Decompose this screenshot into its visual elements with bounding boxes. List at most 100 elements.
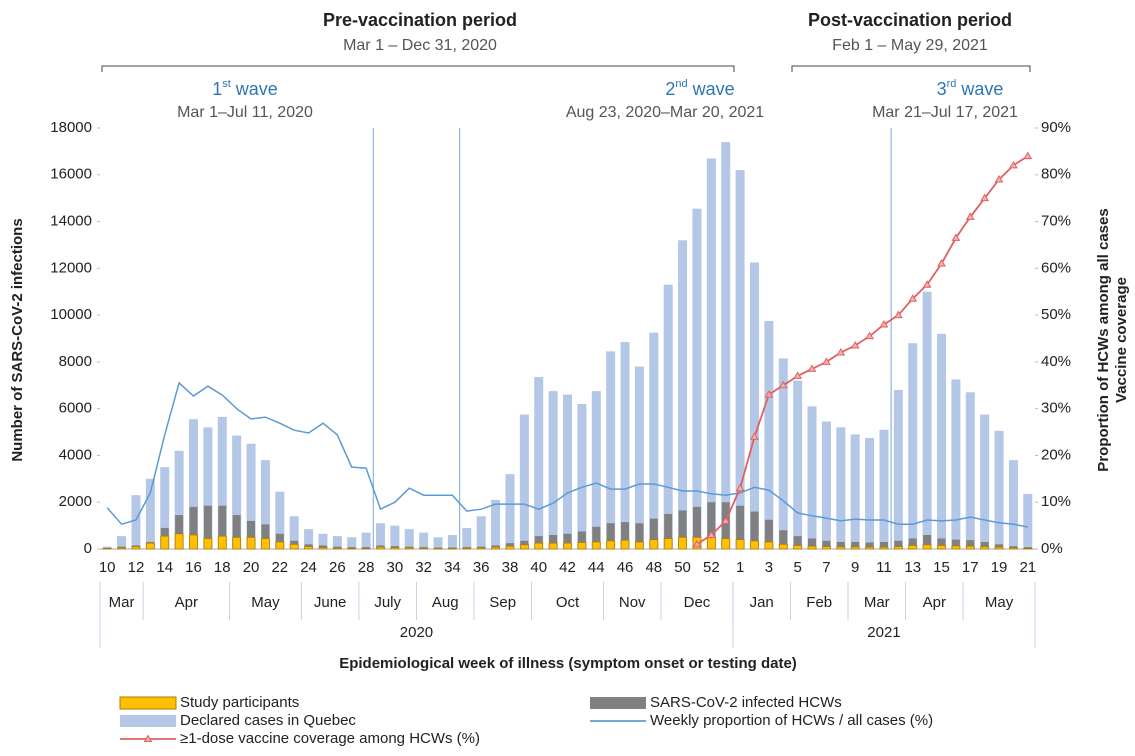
- line-marker: [951, 233, 961, 241]
- bar: [491, 499, 501, 549]
- bar: [131, 546, 141, 550]
- month-label: Feb: [806, 594, 832, 611]
- wave-dates: Aug 23, 2020–Mar 20, 2021: [566, 104, 764, 121]
- bar: [822, 546, 831, 550]
- period-dates: Feb 1 – May 29, 2021: [832, 37, 988, 54]
- line-marker: [908, 294, 918, 302]
- x-tick-label: 15: [933, 559, 950, 576]
- bar: [505, 474, 515, 549]
- x-tick-label: 14: [156, 559, 173, 576]
- x-tick-label: 24: [300, 559, 317, 576]
- line: [696, 155, 1029, 546]
- bar: [246, 536, 256, 550]
- line-marker: [1009, 160, 1018, 169]
- bar: [591, 391, 601, 549]
- legend-swatch: [120, 715, 176, 727]
- year-label: 2020: [400, 624, 433, 641]
- x-tick-label: 42: [559, 559, 576, 576]
- bar: [534, 542, 544, 550]
- bar: [937, 538, 946, 549]
- bar: [433, 537, 443, 549]
- bar: [879, 541, 888, 549]
- bar: [923, 534, 932, 549]
- wave-title: 1st wave: [212, 78, 278, 99]
- year-label: 2021: [867, 624, 900, 641]
- bar: [620, 342, 630, 549]
- legend-label: ≥1-dose vaccine coverage among HCWs (%): [180, 730, 480, 747]
- bar: [131, 495, 141, 549]
- bar: [764, 320, 774, 549]
- bar: [649, 539, 659, 550]
- x-tick-label: 36: [473, 559, 490, 576]
- wave-word: wave: [960, 79, 1003, 99]
- bar: [189, 419, 198, 549]
- bar: [851, 541, 860, 549]
- wave-ordinal: 2: [665, 79, 675, 99]
- bar: [203, 538, 213, 550]
- y2-tick-label: 30%: [1041, 400, 1071, 417]
- x-tick-label: 46: [617, 559, 634, 576]
- month-label: Nov: [619, 594, 646, 611]
- x-tick-label: 11: [876, 559, 892, 576]
- line-marker: [1023, 151, 1033, 160]
- bar: [390, 525, 400, 549]
- bar: [549, 534, 558, 549]
- bar: [304, 529, 314, 549]
- bar: [563, 542, 572, 550]
- bar: [289, 516, 299, 549]
- bar: [606, 540, 616, 550]
- bar: [634, 366, 644, 549]
- bar: [894, 540, 903, 549]
- period-dates: Mar 1 – Dec 31, 2020: [343, 37, 497, 54]
- month-label: Jan: [750, 594, 774, 611]
- x-tick-label: 52: [703, 559, 720, 576]
- bar: [865, 542, 874, 549]
- bar: [289, 543, 299, 550]
- bar: [246, 443, 256, 549]
- bar: [621, 522, 630, 549]
- bar: [247, 520, 256, 549]
- x-tick-label: 44: [588, 559, 605, 576]
- y-axis-title: Number of SARS-CoV-2 infections: [9, 218, 26, 461]
- bar: [476, 547, 486, 550]
- month-label: Aug: [432, 594, 459, 611]
- bar: [260, 460, 270, 549]
- bar: [433, 547, 443, 550]
- x-tick-label: 34: [444, 559, 461, 576]
- bar: [318, 533, 328, 549]
- bar: [174, 533, 184, 550]
- bar: [332, 536, 342, 549]
- x-tick-label: 9: [851, 559, 859, 576]
- bar: [750, 540, 759, 550]
- y2-tick-label: 50%: [1041, 306, 1071, 323]
- legend-label: SARS-CoV-2 infected HCWs: [650, 694, 842, 711]
- y-tick-label: 16000: [50, 166, 92, 183]
- y2-tick-label: 80%: [1041, 166, 1071, 183]
- line-marker: [721, 516, 731, 524]
- bar: [376, 546, 385, 550]
- bar: [332, 547, 342, 550]
- bar: [836, 546, 846, 550]
- x-tick-label: 30: [387, 559, 404, 576]
- x-tick-label: 50: [674, 559, 691, 576]
- y2-tick-label: 60%: [1041, 259, 1071, 276]
- line-marker: [994, 174, 1004, 183]
- bar: [750, 262, 759, 549]
- x-tick-label: 13: [904, 559, 921, 576]
- x-tick-label: 32: [415, 559, 432, 576]
- bar: [275, 491, 285, 549]
- month-label: May: [985, 594, 1014, 611]
- bar: [160, 535, 170, 550]
- bar: [117, 536, 127, 549]
- y2-tick-label: 90%: [1041, 119, 1071, 136]
- line-marker: [778, 380, 788, 389]
- y2-tick-label: 20%: [1041, 446, 1071, 463]
- bar: [663, 538, 673, 550]
- month-label: Apr: [175, 594, 198, 611]
- period-title: Post-vaccination period: [808, 10, 1012, 30]
- bar: [879, 429, 889, 549]
- legend-item: Declared cases in Quebec: [120, 712, 356, 729]
- bar: [1023, 547, 1033, 550]
- line-marker: [793, 371, 803, 379]
- legend-swatch: [590, 697, 646, 709]
